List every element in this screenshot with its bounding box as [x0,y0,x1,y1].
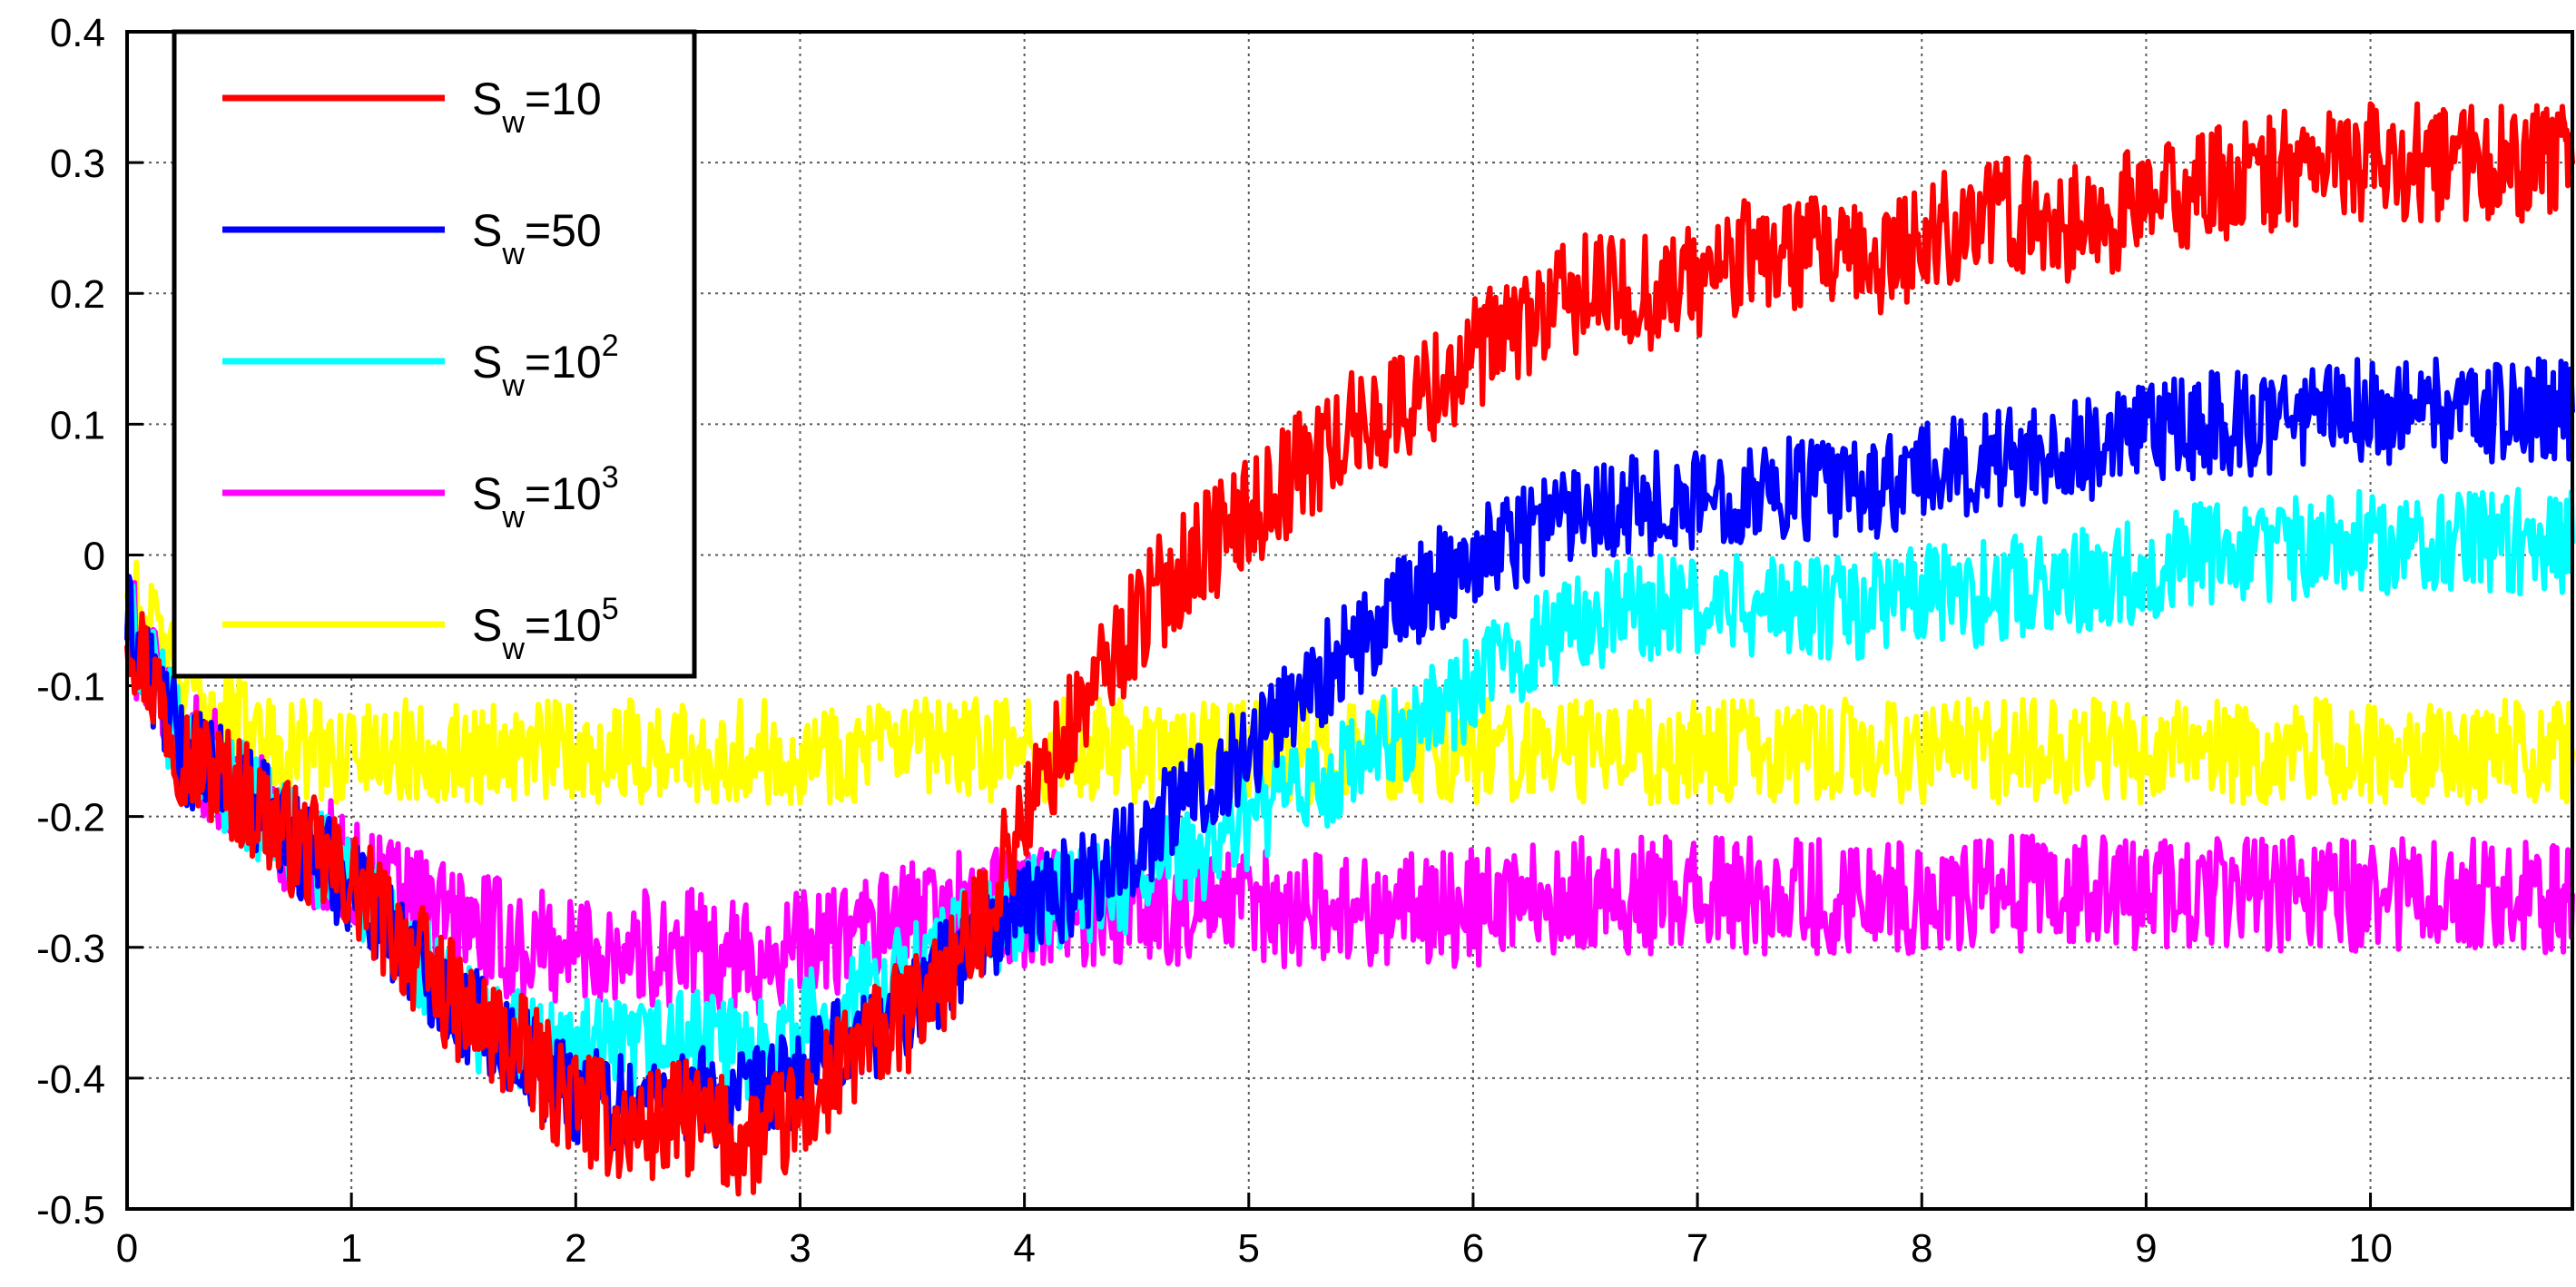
series-lines [124,101,2575,1197]
x-tick-label: 7 [1686,1226,1708,1271]
y-tick-label: -0.2 [36,796,105,840]
tick-labels: 0 1 2 3 4 5 6 7 8 9 10 -0.5 -0.4 -0.3 -0.2 -0.1 0 0.1 0.2 0… [36,11,2393,1271]
y-tick-label: -0.4 [36,1057,105,1102]
legend-label-exponent: 5 [602,592,619,626]
legend-label-base: S [472,337,502,388]
x-tick-label: 9 [2135,1226,2157,1271]
legend-label-0: Sw=10 [472,74,602,140]
x-tick-label: 8 [1911,1226,1932,1271]
legend-label-base: S [472,468,502,519]
legend-label-value: =10 [525,468,602,519]
legend-label-2: Sw=102 [472,329,619,403]
legend-label-4: Sw=105 [472,592,619,666]
x-tick-label: 1 [340,1226,362,1271]
legend-label-subscript: w [501,105,525,140]
legend-label-base: S [472,205,502,256]
legend-label-1: Sw=50 [472,205,602,271]
x-tick-label: 10 [2348,1226,2393,1271]
legend-label-exponent: 3 [602,460,619,495]
legend-label-subscript: w [501,237,525,271]
series-line-0 [124,101,2575,1197]
x-tick-label: 3 [789,1226,811,1271]
legend-label-value: =10 [525,600,602,651]
x-tick-label: 4 [1013,1226,1035,1271]
x-tick-label: 0 [116,1226,138,1271]
x-tick-label: 6 [1462,1226,1484,1271]
x-tick-label: 5 [1238,1226,1260,1271]
legend-label-subscript: w [501,500,525,535]
x-tick-label: 2 [565,1226,586,1271]
legend-box [172,29,697,679]
legend-label-subscript: w [501,368,525,403]
y-tick-label: 0.1 [50,403,105,447]
legend-label-3: Sw=103 [472,460,619,535]
y-tick-label: 0.4 [50,11,105,55]
y-tick-label: 0 [84,534,105,578]
legend-label-exponent: 2 [602,329,619,363]
legend-label-value: =10 [525,337,602,388]
legend-label-base: S [472,600,502,651]
y-tick-label: 0.3 [50,142,105,186]
y-tick-label: -0.3 [36,927,105,971]
legend-label-base: S [472,74,502,124]
legend-label-subscript: w [501,632,525,666]
y-tick-label: -0.1 [36,665,105,710]
series-line-3 [124,580,2575,1017]
legend-label-value: =10 [525,74,602,124]
legend-label-value: =50 [525,205,602,256]
y-tick-label: 0.2 [50,272,105,317]
plot-frame [125,30,2574,1211]
y-tick-label: -0.5 [36,1188,105,1233]
